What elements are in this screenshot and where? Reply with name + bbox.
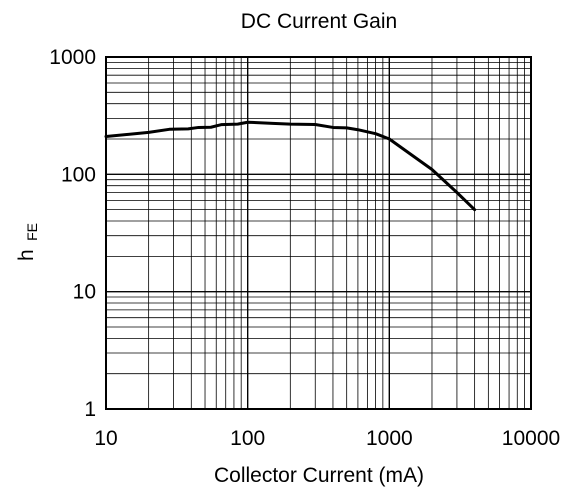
y-tick-label: 1000 xyxy=(49,46,96,69)
grid-lines xyxy=(105,56,532,410)
x-tick-label: 100 xyxy=(230,427,265,450)
x-tick-label: 10 xyxy=(94,427,117,450)
x-tick-labels: 10 100 1000 10000 xyxy=(94,427,560,450)
y-axis-label-subscript: FE xyxy=(24,223,40,241)
series-line xyxy=(104,120,477,212)
x-axis-label: Collector Current (mA) xyxy=(214,464,424,487)
x-tick-label: 10000 xyxy=(502,427,560,450)
x-tick-label: 1000 xyxy=(366,427,413,450)
y-tick-labels: 1 10 100 1000 xyxy=(49,46,96,421)
svg-text:h FE: h FE xyxy=(15,223,40,261)
chart-title: DC Current Gain xyxy=(241,10,397,33)
y-tick-label: 1 xyxy=(84,398,96,421)
y-axis-label-main: h xyxy=(15,249,38,261)
y-tick-label: 10 xyxy=(73,281,96,304)
plot-frame xyxy=(105,56,532,410)
y-tick-label: 100 xyxy=(61,163,96,186)
y-axis-label: h FE xyxy=(15,223,40,261)
